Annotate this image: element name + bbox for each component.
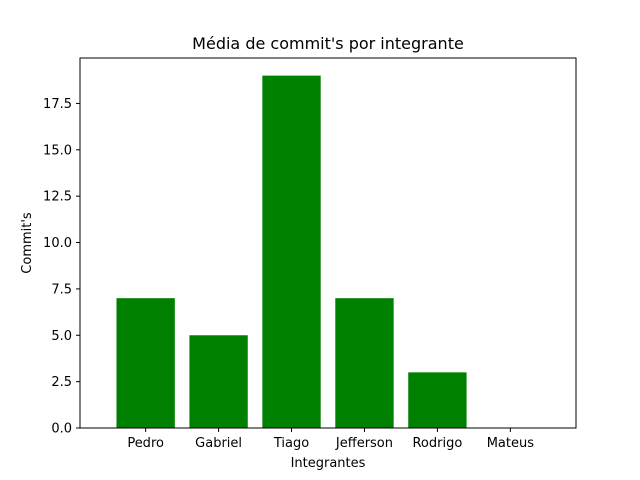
x-tick-label: Tiago xyxy=(273,436,309,451)
y-axis-label: Commit's xyxy=(20,212,35,274)
y-tick-label: 0.0 xyxy=(51,422,72,437)
x-tick-label: Pedro xyxy=(127,436,164,451)
x-axis-label: Integrantes xyxy=(291,456,366,471)
y-tick-label: 10.0 xyxy=(43,236,72,251)
bar-tiago xyxy=(262,75,321,428)
y-tick-label: 5.0 xyxy=(51,329,72,344)
x-tick-label: Gabriel xyxy=(195,436,242,451)
x-tick-label: Mateus xyxy=(487,436,535,451)
bar-pedro xyxy=(116,298,175,428)
y-tick-label: 17.5 xyxy=(43,97,72,112)
x-axis-ticks: Pedro Gabriel Tiago Jefferson Rodrigo Mateus xyxy=(127,428,534,451)
y-tick-label: 15.0 xyxy=(43,143,72,158)
plot-frame xyxy=(79,57,577,429)
y-tick-label: 7.5 xyxy=(51,282,72,297)
bars-group xyxy=(116,75,467,428)
x-tick-label: Rodrigo xyxy=(412,436,462,451)
bar-gabriel xyxy=(189,335,248,428)
bar-jefferson xyxy=(335,298,394,428)
y-axis-ticks: 0.0 2.5 5.0 7.5 10.0 12.5 15.0 17.5 xyxy=(43,97,80,437)
y-tick-label: 2.5 xyxy=(51,375,72,390)
y-tick-label: 12.5 xyxy=(43,190,72,205)
bar-rodrigo xyxy=(408,372,467,428)
chart-title: Média de commit's por integrante xyxy=(192,34,464,53)
x-tick-label: Jefferson xyxy=(335,436,393,451)
